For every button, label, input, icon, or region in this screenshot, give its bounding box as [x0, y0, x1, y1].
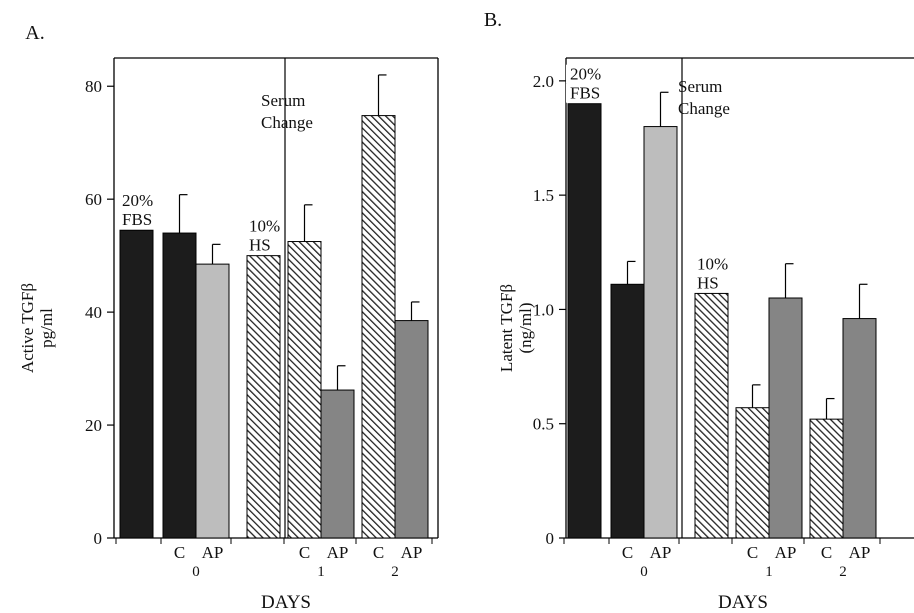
bar: [694, 292, 729, 539]
bar: [610, 283, 645, 539]
bar-label-bg: [118, 191, 157, 211]
x-tick-label: AP: [650, 543, 672, 562]
x-tick-label: 2: [839, 564, 847, 580]
x-tick-label: C: [747, 543, 758, 562]
x-tick-label: 1: [317, 564, 325, 580]
x-tick-label: AP: [849, 543, 871, 562]
bar: [768, 297, 803, 539]
panel-b: B. 0 0.5 1.0 1.5 2.0 Latent TGFβ (ng/ml) Serum Ch…: [484, 9, 914, 613]
bar-label-bg: [693, 254, 732, 274]
x-tick-label: C: [821, 543, 832, 562]
bar-label-bg: [693, 273, 732, 293]
y-tick-label: 0: [94, 529, 103, 548]
bar: [361, 115, 396, 539]
bar-annotation: 20%: [570, 65, 601, 84]
bar: [643, 126, 678, 539]
y-tick-label: 0.5: [533, 415, 554, 434]
serum-change-label: Serum Change: [261, 91, 313, 132]
bar: [394, 320, 429, 539]
bar-label-bg: [566, 64, 605, 84]
y-axis-label-line: (ng/ml): [516, 303, 535, 354]
x-tick-label: 0: [640, 564, 648, 580]
y-tick-label: 80: [85, 77, 102, 96]
serum-change-label-line: Change: [261, 113, 313, 132]
y-tick-label: 2.0: [533, 72, 554, 91]
x-tick-label: 2: [391, 564, 399, 580]
y-tick-label: 0: [546, 529, 555, 548]
x-tick-label: AP: [327, 543, 349, 562]
y-tick-label: 40: [85, 303, 102, 322]
bar-label-bg: [118, 210, 157, 230]
bar: [735, 407, 770, 539]
bar: [195, 263, 230, 539]
x-tick-label: 1: [765, 564, 773, 580]
serum-change-label-line: Change: [678, 99, 730, 118]
bar-annotation: 10%: [249, 217, 280, 236]
bar-label-bg: [245, 235, 284, 255]
x-tick-label: AP: [202, 543, 224, 562]
bar-annotation: 10%: [697, 254, 728, 273]
y-tick-label: 1.0: [533, 300, 554, 319]
y-axis-label-line: pg/ml: [37, 308, 56, 348]
x-tick-label: AP: [775, 543, 797, 562]
bar-label-bg: [566, 83, 605, 103]
bar-label-bg: [245, 216, 284, 236]
bar: [287, 241, 322, 539]
bar-annotation: FBS: [570, 84, 600, 103]
serum-change-label-line: Serum: [261, 91, 305, 110]
x-axis-label: DAYS: [261, 592, 311, 613]
y-tick-label: 1.5: [533, 186, 554, 205]
bar: [162, 232, 197, 539]
x-tick-label: C: [622, 543, 633, 562]
serum-change-label-line: Serum: [678, 77, 722, 96]
bar: [246, 255, 281, 539]
bar-annotation: 20%: [122, 191, 153, 210]
y-axis-label: Active TGFβ pg/ml: [18, 283, 56, 373]
serum-change-label: Serum Change: [678, 77, 730, 118]
x-tick-label: C: [373, 543, 384, 562]
panel-label: B.: [484, 9, 502, 31]
bar: [320, 389, 355, 539]
y-tick-label: 20: [85, 416, 102, 435]
x-tick-label: AP: [401, 543, 423, 562]
bar-annotation: HS: [249, 236, 271, 255]
y-axis-label-line: Active TGFβ: [18, 283, 37, 373]
panel-label: A.: [25, 22, 44, 44]
bar: [809, 418, 844, 539]
bar: [567, 103, 602, 539]
x-tick-label: C: [174, 543, 185, 562]
y-axis-label: Latent TGFβ (ng/ml): [497, 284, 535, 372]
bar-annotation: HS: [697, 273, 719, 292]
y-tick-label: 60: [85, 190, 102, 209]
bar-annotation: FBS: [122, 210, 152, 229]
x-tick-label: C: [299, 543, 310, 562]
x-axis-label: DAYS: [718, 592, 768, 613]
y-axis-label-line: Latent TGFβ: [497, 284, 516, 372]
bar: [119, 229, 154, 539]
x-tick-label: 0: [192, 564, 200, 580]
bar: [842, 318, 877, 539]
